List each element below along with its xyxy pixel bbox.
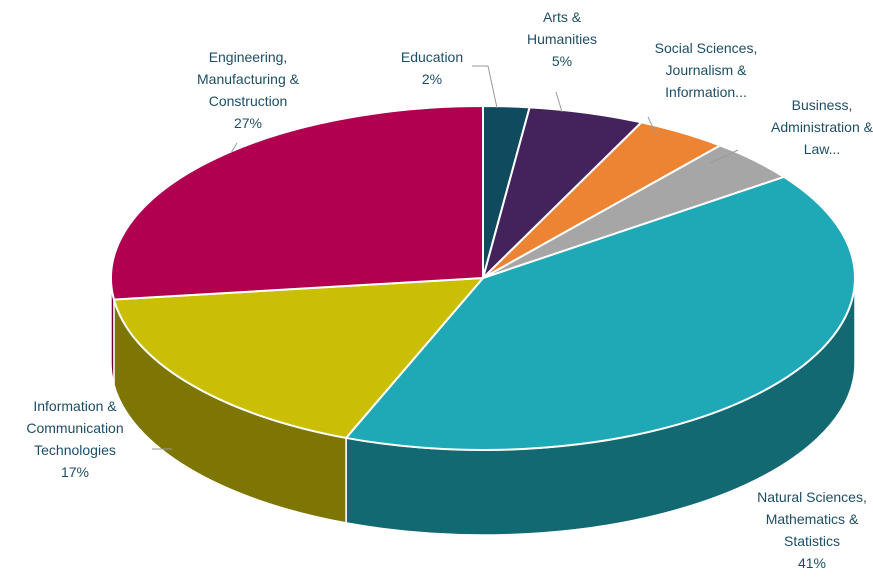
leader-line-engineering-manufacturing-construction bbox=[230, 142, 238, 154]
data-label-education: Education 2% bbox=[401, 49, 463, 87]
leader-line-arts-humanities bbox=[555, 91, 563, 113]
data-label-social-sciences-journalism-information: Social Sciences, Journalism & Information.… bbox=[655, 40, 758, 100]
leader-line-education bbox=[472, 65, 498, 109]
leader-line-social-sciences-journalism-information bbox=[647, 116, 658, 137]
pie-slices bbox=[110, 105, 856, 451]
leader-line-business-administration-law bbox=[709, 149, 739, 164]
pie-slice-natural-sciences-mathematics-statistics bbox=[345, 175, 856, 451]
data-label-engineering-manufacturing-construction: Engineering, Manufacturing & Construction 2… bbox=[197, 49, 300, 131]
data-label-natural-sciences-mathematics-statistics: Natural Sciences, Mathematics & Statistics… bbox=[757, 489, 867, 571]
pie-slice-engineering-manufacturing-construction bbox=[110, 105, 484, 301]
data-label-information-communication-technologies: Information & Communication Technologies 17… bbox=[26, 398, 123, 480]
data-label-business-administration-law: Business, Administration & Law... bbox=[771, 97, 873, 157]
pie-slice-information-communication-technologies bbox=[112, 277, 484, 439]
data-label-arts-humanities: Arts & Humanities 5% bbox=[527, 9, 597, 69]
data-labels: Education 2% Arts & Humanities 5% Social Scie… bbox=[26, 9, 873, 571]
leader-lines bbox=[152, 65, 739, 450]
